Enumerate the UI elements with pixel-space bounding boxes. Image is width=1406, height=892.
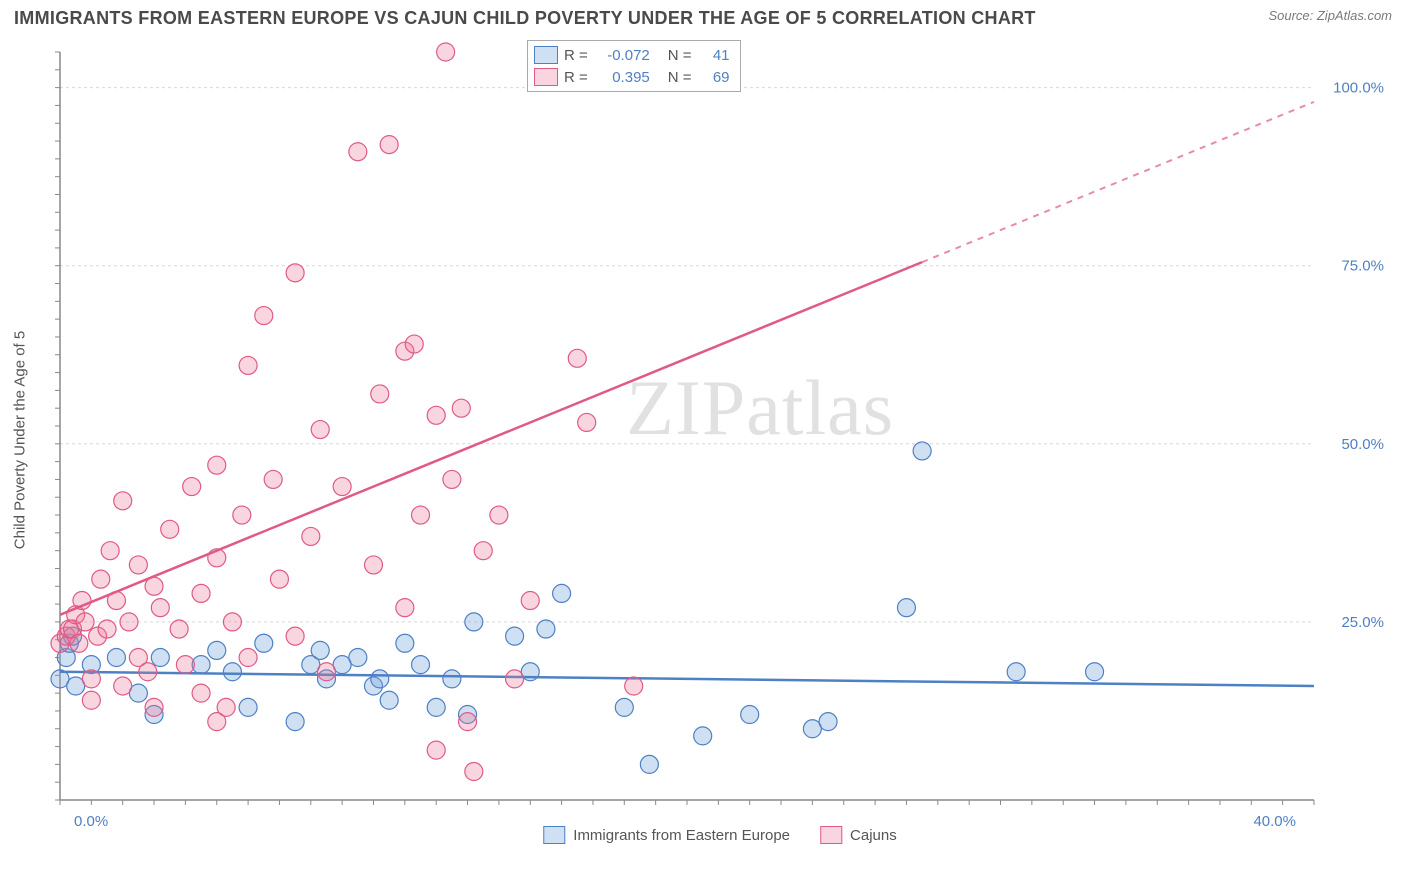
legend-r-value: -0.072 <box>594 47 650 64</box>
series-name: Immigrants from Eastern Europe <box>573 827 790 844</box>
series-legend-item: Immigrants from Eastern Europe <box>543 826 790 844</box>
svg-text:0.0%: 0.0% <box>74 813 108 830</box>
svg-text:100.0%: 100.0% <box>1333 80 1384 97</box>
svg-text:40.0%: 40.0% <box>1253 813 1296 830</box>
legend-n-value: 69 <box>698 69 730 86</box>
legend-swatch <box>534 68 558 86</box>
legend-r-label: R = <box>564 47 588 64</box>
legend-n-value: 41 <box>698 47 730 64</box>
y-axis-label: Child Poverty Under the Age of 5 <box>12 331 29 549</box>
svg-text:25.0%: 25.0% <box>1341 614 1384 631</box>
stats-legend-row: R = -0.072 N = 41 <box>534 44 730 66</box>
legend-r-label: R = <box>564 69 588 86</box>
stats-legend: R = -0.072 N = 41 R = 0.395 N = 69 <box>527 40 741 92</box>
legend-swatch <box>820 826 842 844</box>
legend-swatch <box>543 826 565 844</box>
legend-n-label: N = <box>668 69 692 86</box>
legend-r-value: 0.395 <box>594 69 650 86</box>
svg-text:75.0%: 75.0% <box>1341 258 1384 275</box>
series-legend: Immigrants from Eastern Europe Cajuns <box>543 826 896 844</box>
chart-svg: 25.0% 50.0% 75.0% 100.0% 0.0% 40.0% <box>50 40 1390 840</box>
stats-legend-row: R = 0.395 N = 69 <box>534 66 730 88</box>
legend-swatch <box>534 46 558 64</box>
series-name: Cajuns <box>850 827 897 844</box>
series-legend-item: Cajuns <box>820 826 897 844</box>
source-label: Source: ZipAtlas.com <box>1268 8 1392 23</box>
chart-title: IMMIGRANTS FROM EASTERN EUROPE VS CAJUN … <box>14 8 1036 29</box>
legend-n-label: N = <box>668 47 692 64</box>
svg-text:50.0%: 50.0% <box>1341 436 1384 453</box>
plot-area: Child Poverty Under the Age of 5 ZIPatla… <box>50 40 1390 840</box>
